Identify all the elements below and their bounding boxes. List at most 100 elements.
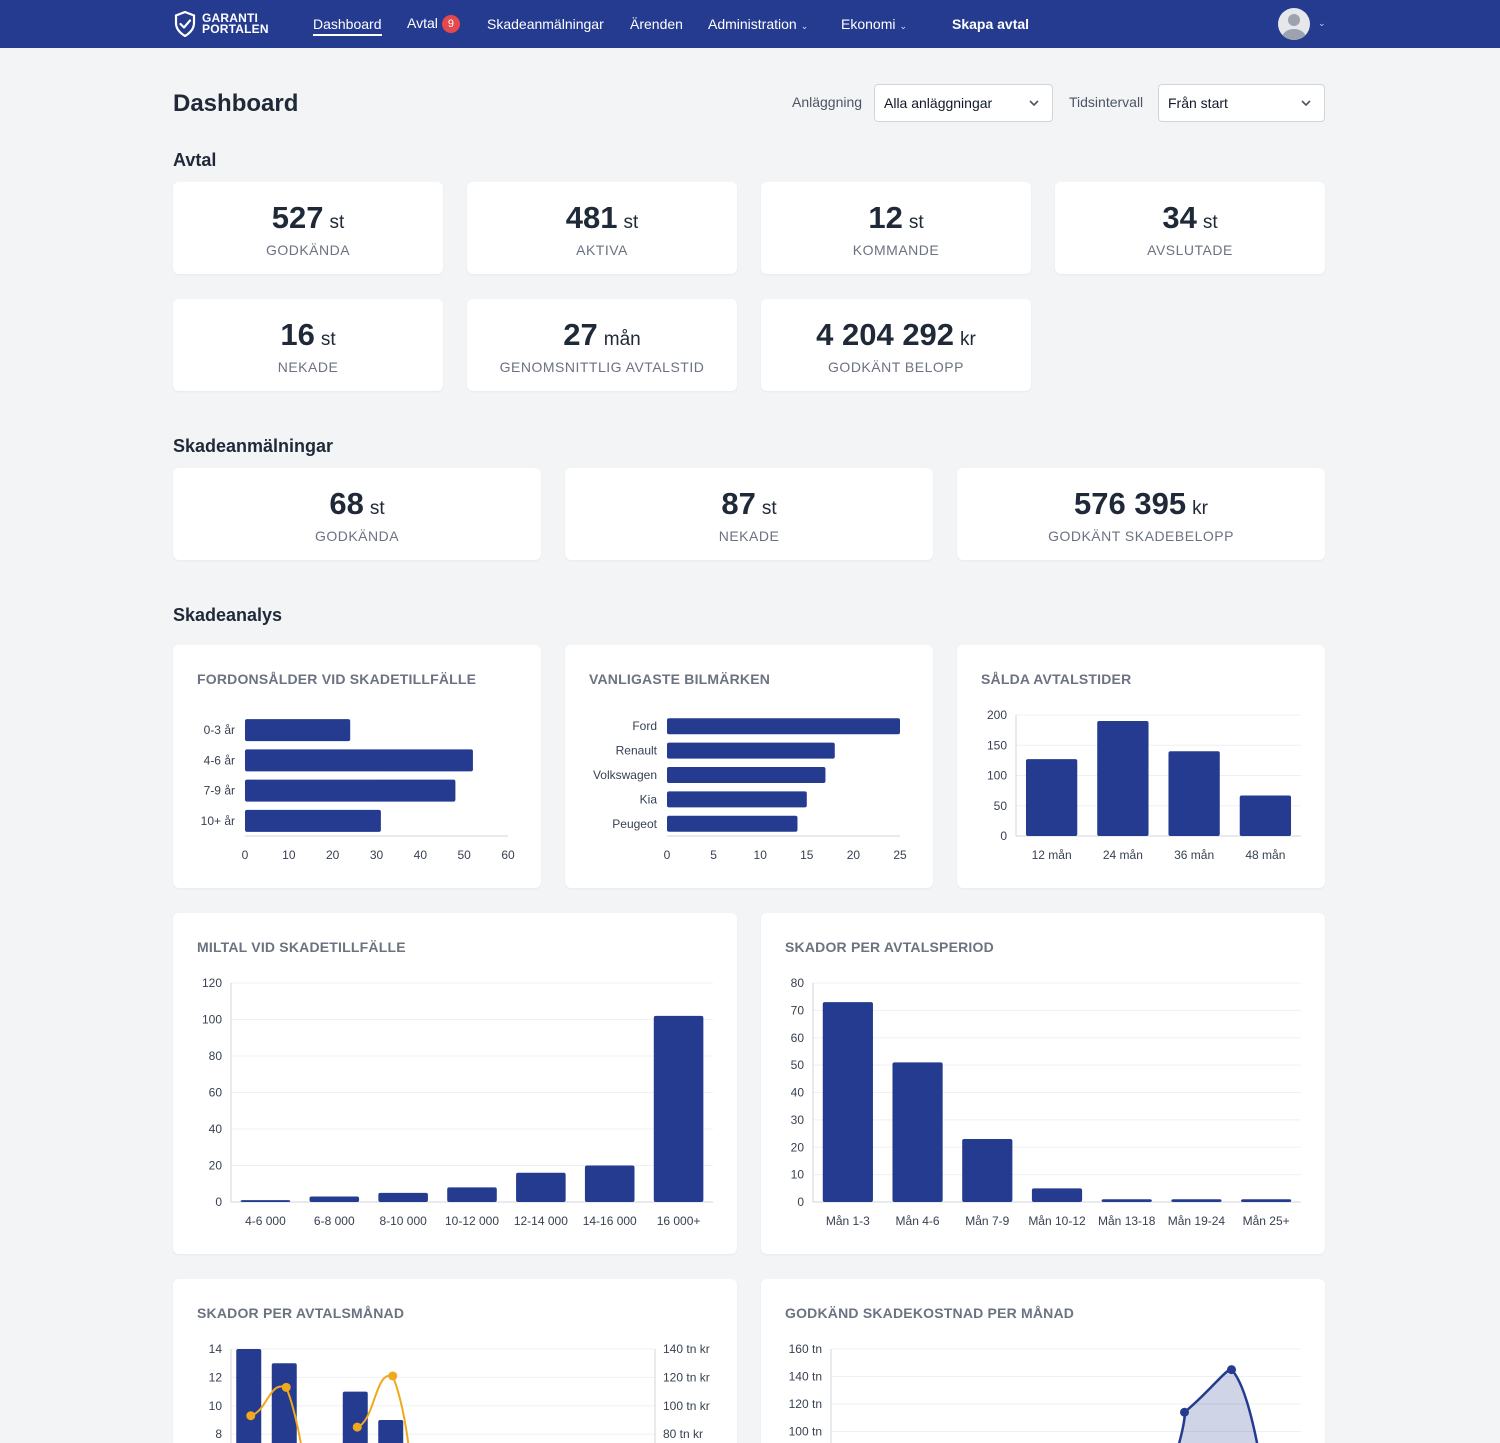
nav-dashboard[interactable]: Dashboard [313,16,382,36]
chart-card-mileage: MILTAL VID SKADETILLFÄLLE 0 20 40 60 80 100 12… [173,913,737,1254]
y-tick-label: 80 [791,976,805,990]
y-tick-label: Volkswagen [593,768,657,782]
nav-administration[interactable]: Administration ⌄ [708,16,808,32]
y-tick-label: 12 [209,1370,223,1384]
data-point [1227,1365,1236,1375]
bar [962,1139,1013,1202]
chart-card-contract-period: SKADOR PER AVTALSPERIOD 0 10 20 30 40 50 60 70 8… [761,913,1325,1254]
y-tick-label: 10 [791,1168,805,1182]
y2-tick-label: 100 tn kr [663,1399,710,1413]
x-tick-label: 48 mån [1245,848,1285,862]
bar [1025,759,1078,836]
y-tick-label: 20 [209,1159,223,1173]
nav-avtal[interactable]: Avtal 9 [407,15,460,33]
y-tick-label: 20 [791,1140,805,1154]
logo-line-1: GARANTI [202,11,259,25]
logo[interactable]: GARANTI PORTALEN [174,11,269,37]
y-tick-label: 100 [202,1013,222,1027]
stat-number: 16 [280,317,315,352]
stat-unit: st [908,212,924,233]
nav-skadeanmalningar[interactable]: Skadeanmälningar [487,16,604,32]
stat-unit: st [623,212,639,233]
x-tick-label: 10 [282,848,296,862]
y-tick-label: 140 tn [789,1370,822,1384]
nav-arenden[interactable]: Ärenden [630,16,683,32]
y-tick-label: 70 [791,1003,805,1017]
x-tick-label: 10 [754,848,768,862]
y2-tick-label: 120 tn kr [663,1370,710,1384]
x-tick-label: 16 000+ [657,1214,701,1228]
logo-line-2: PORTALEN [202,22,269,36]
y-tick-label: 120 [202,976,222,990]
create-contract-button[interactable]: Skapa avtal [952,16,1030,32]
stat-label: GENOMSNITTLIG AVTALSTID [499,359,705,375]
bar [1171,1199,1222,1202]
stat-card: 4 204 292 kr GODKÄNT BELOPP [761,299,1031,391]
y-tick-label: 8 [215,1427,222,1441]
y-tick-label: 160 tn [789,1342,822,1356]
stat-card: 27 mån GENOMSNITTLIG AVTALSTID [467,299,737,391]
bar [1168,751,1220,836]
claims-per-month-chart: 8 10 12 14 80 tn kr 100 tn kr 120 tn kr 140 tn … [209,1342,710,1443]
chart-title: SKADOR PER AVTALSMÅNAD [197,1305,405,1321]
x-tick-label: Mån 19-24 [1168,1214,1226,1228]
car-brands-chart: 0 5 10 15 20 25 Ford Renault Volkswagen Kia Peugeo… [593,718,907,862]
bar [516,1172,566,1202]
chevron-down-icon[interactable]: ⌄ [1318,18,1326,28]
user-avatar[interactable] [1278,8,1310,40]
x-tick-label: 20 [326,848,340,862]
y-tick-label: 150 [987,738,1007,752]
bar [1097,721,1149,836]
bar [309,1196,360,1202]
stat-label: AVSLUTADE [1147,242,1233,258]
y-tick-label: 200 [987,708,1007,722]
y-tick-label: 60 [791,1031,805,1045]
chart-card-vehicle-age: FORDONSÅLDER VID SKADETILLFÄLLE 0 10 20 30 4… [173,645,541,888]
area-fill [1179,1369,1258,1443]
nav-avtal-label: Avtal [407,15,438,31]
y-tick-label: 30 [791,1113,805,1127]
stat-label: NEKADE [277,359,339,375]
y-tick-label: 40 [209,1122,223,1136]
y-tick-label: 10+ år [201,814,235,828]
bar [342,1391,368,1443]
x-tick-label: 50 [457,848,471,862]
time-select-value: Från start [1168,95,1228,111]
x-tick-label: Mån 7-9 [965,1214,1009,1228]
data-point [1180,1407,1189,1417]
chevron-down-icon: ⌄ [800,21,809,31]
y-tick-label: Kia [640,792,658,806]
stat-number: 34 [1162,200,1197,235]
y-tick-label: 0 [797,1195,804,1209]
chart-title: SÅLDA AVTALSTIDER [981,671,1132,687]
bar [245,809,381,832]
x-tick-label: Mån 4-6 [896,1214,940,1228]
facility-select-value: Alla anläggningar [884,95,993,111]
facility-select[interactable]: Alla anläggningar [874,84,1053,122]
stat-number: 4 204 292 [816,317,955,352]
chart-title: SKADOR PER AVTALSPERIOD [785,939,994,955]
chart-title: GODKÄND SKADEKOSTNAD PER MÅNAD [785,1305,1075,1321]
data-point [281,1382,291,1392]
stat-unit: kr [960,329,976,350]
approved-cost-chart: 100 tn 120 tn 140 tn 160 tn [789,1342,1301,1443]
chart-card-contract-lengths: SÅLDA AVTALSTIDER 0 50 100 150 200 12 mån 24 m… [957,645,1325,888]
x-tick-label: 40 [414,848,428,862]
x-tick-label: 30 [370,848,384,862]
nav-administration-label: Administration [708,16,797,32]
x-tick-label: 6-8 000 [314,1214,355,1228]
x-tick-label: 24 mån [1103,848,1143,862]
x-tick-label: 8-10 000 [379,1214,427,1228]
stat-label: GODKÄNDA [314,528,400,544]
stat-unit: st [761,498,777,519]
y-tick-label: 0 [215,1195,222,1209]
nav-ekonomi[interactable]: Ekonomi ⌄ [841,16,907,32]
stat-number: 87 [721,486,756,521]
time-select[interactable]: Från start [1158,84,1325,122]
y-tick-label: 7-9 år [204,784,235,798]
